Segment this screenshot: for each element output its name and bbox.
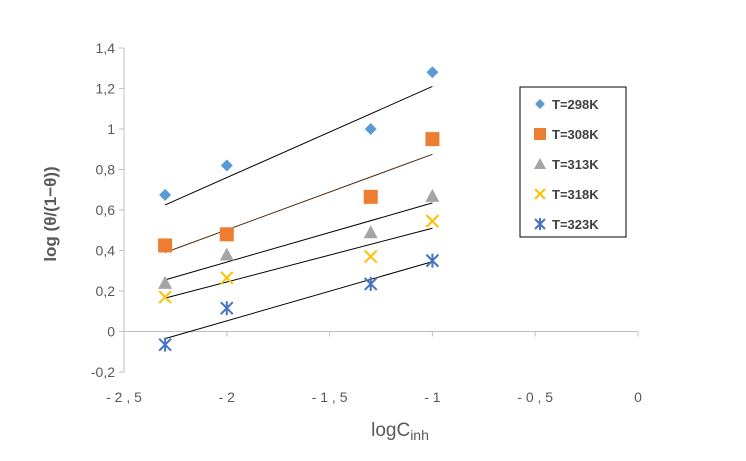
data-point <box>158 290 172 304</box>
legend-entry-label: T=323K <box>552 217 599 232</box>
x-axis-title-subscript: inh <box>410 427 429 443</box>
y-tick-label: 0,4 <box>96 243 116 259</box>
y-tick-label: 0 <box>107 324 115 340</box>
x-tick-label: 0 <box>634 389 642 405</box>
data-point <box>534 158 546 169</box>
data-point <box>158 275 173 289</box>
x-axis-title-main: logC <box>371 420 410 441</box>
data-point <box>364 123 377 135</box>
data-point <box>158 337 172 352</box>
y-tick-label: 1,4 <box>96 40 116 56</box>
x-tick-label: - 2 <box>219 389 236 405</box>
trendline <box>164 202 433 281</box>
data-point <box>364 276 378 291</box>
x-tick-label: - 1 <box>424 389 441 405</box>
data-point <box>364 249 378 264</box>
data-point <box>425 132 440 147</box>
legend-entry-label: T=318K <box>552 187 599 202</box>
legend-entry-label: T=298K <box>552 97 599 112</box>
data-point <box>534 128 546 140</box>
trendline <box>164 153 433 253</box>
data-point <box>159 188 172 201</box>
data-point <box>220 271 234 285</box>
data-markers <box>158 66 440 352</box>
y-tick-label: -0,2 <box>91 364 115 380</box>
data-point <box>219 227 234 242</box>
data-point <box>158 238 173 253</box>
y-tick-label: 0,2 <box>96 283 116 299</box>
y-tick-label: 1 <box>107 121 115 137</box>
trendline <box>164 261 433 340</box>
fit-lines <box>164 86 433 340</box>
data-point <box>534 218 546 230</box>
x-tick-label: - 2 , 5 <box>106 389 142 405</box>
y-tick-label: 0,6 <box>96 202 116 218</box>
legend-box <box>519 86 627 238</box>
data-point <box>425 214 440 228</box>
legend-entry-label: T=308K <box>552 127 599 142</box>
trendline <box>164 227 433 299</box>
x-tick-label: - 1 , 5 <box>312 389 348 405</box>
y-tick-label: 1,2 <box>96 81 116 97</box>
data-point <box>534 188 546 200</box>
x-tick-label: - 0 , 5 <box>517 389 553 405</box>
data-point <box>535 99 545 109</box>
data-point <box>363 189 378 204</box>
legend-entry-label: T=313K <box>552 157 599 172</box>
data-point <box>220 159 233 172</box>
axes: -0,2 0 0,2 0,4 0,6 0,8 1 1,2 1,4 - 2 , 5 - 2 - 1 , … <box>91 40 642 405</box>
y-tick-label: 0,8 <box>96 162 116 178</box>
y-axis-title: log (θ/(1−θ)) <box>41 166 60 261</box>
data-point <box>425 188 440 202</box>
data-point <box>363 225 378 239</box>
data-point <box>220 301 234 316</box>
x-axis-title: logCinh <box>371 420 429 443</box>
data-point <box>219 247 234 261</box>
trendline <box>164 86 433 206</box>
legend: T=298K T=308K T=313K T=318K T=323K <box>519 86 627 238</box>
data-point <box>426 66 439 79</box>
data-point <box>425 253 440 268</box>
